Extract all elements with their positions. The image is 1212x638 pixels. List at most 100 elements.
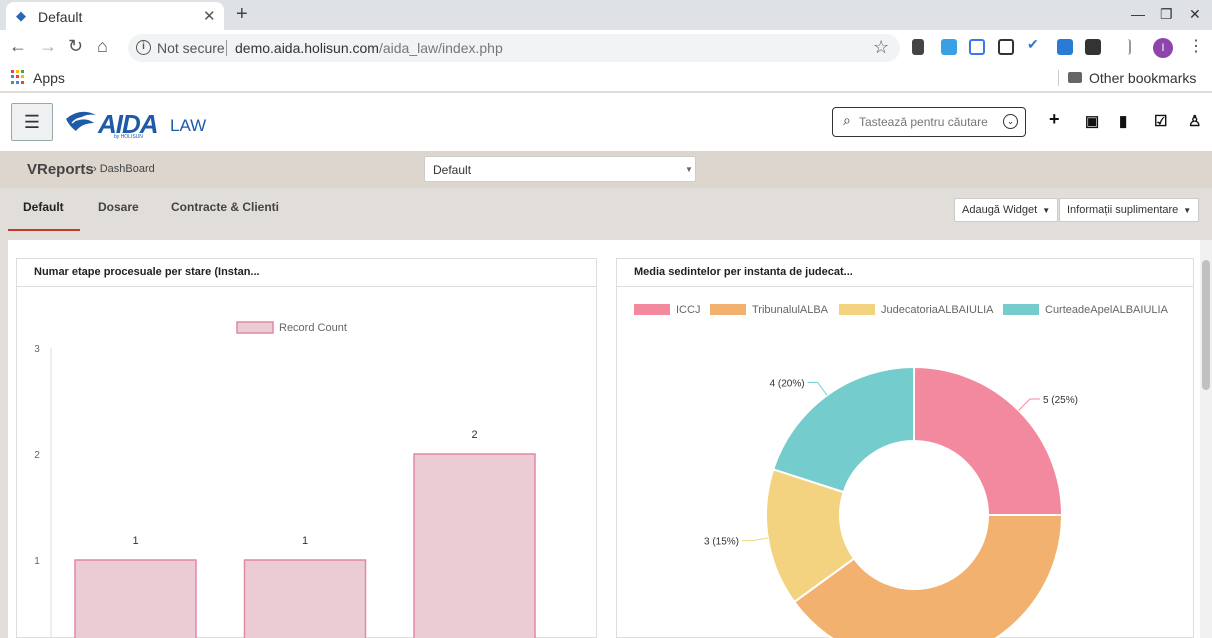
y-tick-label: 1 xyxy=(34,556,40,567)
dashboard-select[interactable]: Default ▼ xyxy=(424,156,696,182)
slice-value-label: 5 (25%) xyxy=(1043,395,1078,406)
security-label: Not secure xyxy=(157,40,225,56)
bar-chart-widget: Numar etape procesuale per stare (Instan… xyxy=(16,258,597,638)
page-scrollbar[interactable] xyxy=(1200,240,1212,638)
legend-swatch xyxy=(1003,304,1039,315)
pie-chart-widget: Media sedintelor per instanta de judecat… xyxy=(616,258,1194,638)
restore-icon[interactable]: ❐ xyxy=(1160,6,1173,22)
donut-slice xyxy=(792,514,1064,638)
caret-down-icon: ▼ xyxy=(1042,206,1051,215)
legend-label: JudecatoriaALBAIULIA xyxy=(881,304,994,316)
search-icon: ⌕ xyxy=(843,112,851,128)
aida-favicon-icon: ◆ xyxy=(16,8,26,23)
bar xyxy=(413,453,536,638)
bar xyxy=(243,559,367,638)
extension-grid-icon[interactable] xyxy=(1057,39,1073,55)
browser-tab[interactable]: ◆ Default ✕ xyxy=(6,2,224,30)
omnibox-divider xyxy=(226,40,227,56)
widget-title[interactable]: Media sedintelor per instanta de judecat… xyxy=(617,259,1193,287)
tab-default[interactable]: Default xyxy=(23,200,64,214)
menu-toggle-icon: ☰ xyxy=(23,112,41,132)
widget-title[interactable]: Numar etape procesuale per stare (Instan… xyxy=(17,259,596,287)
back-icon[interactable]: ← xyxy=(9,36,27,56)
more-info-label: Informații suplimentare xyxy=(1067,204,1179,216)
legend-swatch xyxy=(236,321,274,334)
active-tab-indicator xyxy=(8,229,80,231)
breadcrumb: VReports › DashBoard Default ▼ xyxy=(0,151,1212,188)
bookmarks-bar: Apps Other bookmarks xyxy=(0,64,1212,92)
legend-swatch xyxy=(710,304,746,315)
extension-pen-icon[interactable] xyxy=(912,39,924,55)
extension-doc-icon[interactable] xyxy=(1115,39,1131,55)
extension-frame-icon[interactable] xyxy=(969,39,985,55)
donut-slice xyxy=(771,365,915,494)
forward-icon[interactable]: → xyxy=(39,36,57,56)
info-icon[interactable]: i xyxy=(136,40,151,55)
search-input[interactable] xyxy=(859,114,991,130)
logo-law-text: LAW xyxy=(170,116,207,135)
extension-check-icon[interactable]: ✔ xyxy=(1027,36,1039,52)
scrollbar-thumb[interactable] xyxy=(1202,260,1210,390)
slice-leader-line xyxy=(742,537,768,542)
browser-tab-title: Default xyxy=(38,9,83,25)
app-header: ☰ AIDA LAW by HOLISUN ⌕ ⌄ + ▣ ▮ ☑ ♙ xyxy=(0,93,1212,151)
legend-swatch xyxy=(634,304,670,315)
tab-close-icon[interactable]: ✕ xyxy=(203,8,216,25)
browser-tabbar: ◆ Default ✕ + — ❐ ✕ xyxy=(0,0,1212,30)
extension-capture-icon[interactable] xyxy=(998,39,1014,55)
sidebar-toggle-button[interactable]: ☰ xyxy=(11,103,53,141)
browser-menu-icon[interactable]: ⋮ xyxy=(1188,38,1204,55)
y-tick-label: 3 xyxy=(34,344,40,355)
apps-link[interactable]: Apps xyxy=(33,70,65,86)
new-tab-button[interactable]: + xyxy=(236,3,248,25)
dashboard-select-value: Default xyxy=(433,163,472,177)
add-widget-button[interactable]: Adaugă Widget ▼ xyxy=(954,198,1059,222)
stats-icon[interactable]: ▮ xyxy=(1119,113,1128,130)
donut-chart: ICCJ TribunalulALBA JudecatoriaALBAIULIA Cu… xyxy=(634,304,1169,638)
home-icon[interactable]: ⌂ xyxy=(97,36,108,56)
legend-label: Record Count xyxy=(279,322,347,334)
tasks-check-icon[interactable]: ☑ xyxy=(1154,113,1168,130)
bar-value-label: 1 xyxy=(302,535,308,547)
other-bookmarks-link[interactable]: Other bookmarks xyxy=(1089,70,1197,86)
y-tick-label: 2 xyxy=(34,450,40,461)
reload-icon[interactable]: ↻ xyxy=(68,36,84,56)
slice-leader-line xyxy=(807,381,828,396)
bar-value-label: 1 xyxy=(132,535,138,547)
slice-value-label: 4 (20%) xyxy=(770,378,805,389)
extension-blue-icon[interactable] xyxy=(941,39,957,55)
add-widget-label: Adaugă Widget xyxy=(962,204,1038,216)
breadcrumb-current-label: DashBoard xyxy=(99,163,155,175)
search-options-icon[interactable]: ⌄ xyxy=(1003,114,1018,129)
tab-contracte-clienti[interactable]: Contracte & Clienti xyxy=(171,200,280,214)
legend-label: CurteadeApelALBAIULIA xyxy=(1045,304,1169,316)
logo-swirl-icon xyxy=(66,111,96,131)
dashboard-tabs: Default Dosare Contracte & Clienti Adaug… xyxy=(0,188,1212,240)
profile-avatar[interactable]: I xyxy=(1153,38,1173,58)
tab-dosare[interactable]: Dosare xyxy=(98,200,139,214)
calendar-icon[interactable]: ▣ xyxy=(1085,113,1100,130)
add-icon[interactable]: + xyxy=(1049,109,1060,129)
url-host: demo.aida.holisun.com xyxy=(235,40,379,56)
apps-grid-icon[interactable] xyxy=(11,70,25,84)
slice-value-label: 3 (15%) xyxy=(704,537,739,548)
legend-label: TribunalulALBA xyxy=(752,304,829,316)
logo-aida-text: AIDA xyxy=(98,109,159,139)
bookmarks-divider xyxy=(1058,70,1059,86)
aida-law-logo[interactable]: AIDA LAW by HOLISUN xyxy=(62,105,212,141)
user-icon[interactable]: ♙ xyxy=(1188,113,1202,130)
caret-down-icon: ▼ xyxy=(1183,206,1192,215)
logo-subtitle: by HOLISUN xyxy=(114,134,143,140)
breadcrumb-root[interactable]: VReports xyxy=(27,161,94,178)
url-text[interactable]: demo.aida.holisun.com/aida_law/index.php xyxy=(235,40,503,56)
breadcrumb-current: › DashBoard xyxy=(93,163,155,175)
folder-icon xyxy=(1068,72,1082,83)
more-info-button[interactable]: Informații suplimentare ▼ xyxy=(1059,198,1200,222)
bookmark-star-icon[interactable]: ☆ xyxy=(873,37,890,57)
global-search[interactable]: ⌕ ⌄ xyxy=(832,107,1026,137)
minimize-icon[interactable]: — xyxy=(1131,6,1145,22)
window-close-icon[interactable]: ✕ xyxy=(1189,6,1201,22)
address-bar[interactable]: i Not secure demo.aida.holisun.com/aida_… xyxy=(128,34,900,62)
bar-value-label: 2 xyxy=(471,429,477,441)
extension-se-icon[interactable] xyxy=(1085,39,1101,55)
